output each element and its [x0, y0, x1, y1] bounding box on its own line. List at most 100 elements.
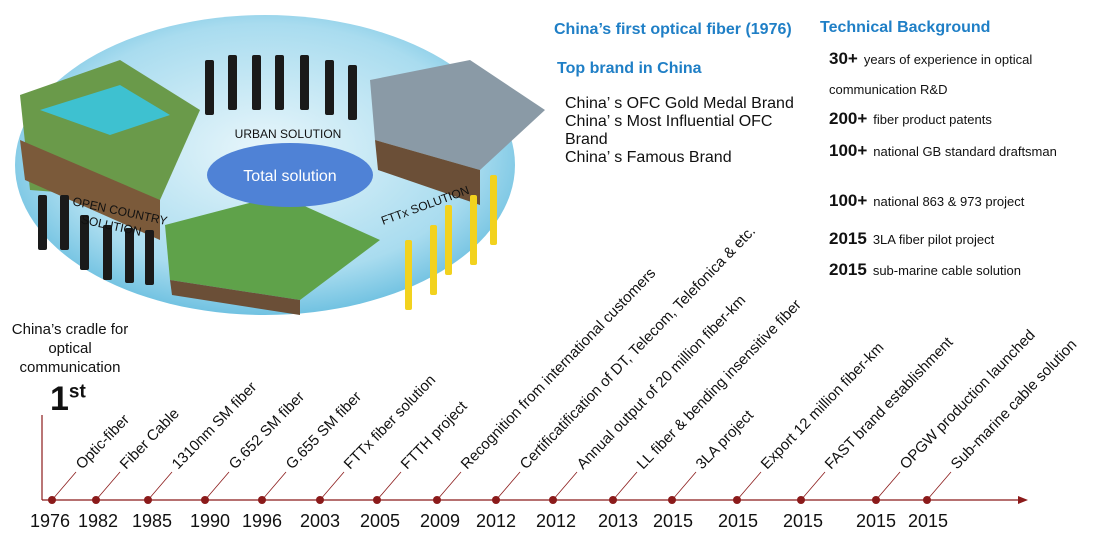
lake — [40, 85, 170, 135]
timeline-dot — [144, 496, 152, 504]
year-label: 2015 — [908, 511, 948, 531]
leader-line — [147, 471, 173, 501]
technical-lead: 30+ — [829, 49, 858, 68]
axis-arrow — [1018, 496, 1028, 504]
year-label: 2009 — [420, 511, 460, 531]
technical-text: national GB standard draftsman — [873, 144, 1057, 159]
event-label: FAST brand establishment — [822, 333, 957, 472]
urban-label: URBAN SOLUTION — [235, 127, 342, 141]
year-label: 2013 — [598, 511, 638, 531]
timeline-dot — [923, 496, 931, 504]
timeline-dot — [549, 496, 557, 504]
timeline-dot — [92, 496, 100, 504]
leader-line — [671, 471, 697, 501]
land-urban — [370, 60, 545, 170]
cable — [430, 225, 437, 295]
technical-item: 30+ years of experience in optical commun… — [829, 44, 1089, 105]
timeline-dot — [433, 496, 441, 504]
leader-line — [51, 471, 77, 501]
year-label: 2012 — [536, 511, 576, 531]
cable — [145, 230, 154, 285]
cables — [38, 55, 497, 310]
technical-lead: 100+ — [829, 191, 868, 210]
year-label: 1990 — [190, 511, 230, 531]
timeline-dot — [872, 496, 880, 504]
year-label: 1976 — [30, 511, 70, 531]
cable — [228, 55, 237, 110]
leader-line — [926, 471, 952, 501]
cable — [405, 240, 412, 310]
brand-list: China’ s OFC Gold Medal Brand China’ s M… — [565, 95, 805, 167]
technical-lead: 100+ — [829, 141, 868, 160]
cable — [252, 55, 261, 110]
leader-line — [736, 471, 762, 501]
timeline-dot — [258, 496, 266, 504]
timeline-dot — [373, 496, 381, 504]
cable — [125, 228, 134, 283]
technical-lead: 2015 — [829, 260, 867, 279]
cable — [348, 65, 357, 120]
rank-number: 1 — [50, 380, 69, 418]
technical-lead: 200+ — [829, 109, 868, 128]
brand-item: China’ s Most Influential OFC Brand — [565, 113, 773, 148]
timeline-dot — [201, 496, 209, 504]
technical-item: 2015 3LA fiber pilot project — [829, 224, 1089, 255]
leader-line — [204, 471, 230, 501]
leader-line — [552, 471, 578, 501]
technical-text: national 863 & 973 project — [873, 194, 1025, 209]
technical-lead: 2015 — [829, 229, 867, 248]
leader-line — [800, 471, 826, 501]
technical-text: fiber product patents — [873, 112, 992, 127]
year-label: 2015 — [856, 511, 896, 531]
center-ellipse — [207, 143, 373, 207]
technical-text: sub-marine cable solution — [872, 263, 1021, 278]
technical-title: Technical Background — [820, 19, 991, 36]
technical-item: 2015 sub-marine cable solution — [829, 255, 1089, 286]
cable — [275, 55, 284, 110]
year-label: 2015 — [718, 511, 758, 531]
year-label: 2005 — [360, 511, 400, 531]
leader-line — [436, 471, 462, 501]
cable — [325, 60, 334, 115]
timeline-dot — [733, 496, 741, 504]
year-label: 2012 — [476, 511, 516, 531]
event-label: 3LA project — [693, 406, 758, 472]
technical-item: 100+ national GB standard draftsman — [829, 136, 1089, 167]
leader-line — [612, 471, 638, 501]
soil — [375, 140, 480, 205]
cable — [470, 195, 477, 265]
brand-item: China’ s Famous Brand — [565, 149, 732, 166]
technical-text: 3LA fiber pilot project — [872, 232, 995, 247]
top-brand-title: Top brand in China — [557, 60, 702, 77]
year-label: 1996 — [242, 511, 282, 531]
timeline-dot — [48, 496, 56, 504]
cable — [60, 195, 69, 250]
rank-suffix: st — [68, 381, 86, 403]
brand-item: China’ s OFC Gold Medal Brand — [565, 95, 794, 112]
land-fttx — [165, 195, 380, 300]
center-label: Total solution — [243, 168, 336, 185]
cable — [80, 215, 89, 270]
leader-line — [875, 471, 901, 501]
leader-line — [319, 471, 345, 501]
leader-line — [95, 471, 121, 501]
cable — [445, 205, 452, 275]
leader-line — [495, 471, 521, 501]
year-label: 1985 — [132, 511, 172, 531]
event-label: Export 12 million fiber-km — [758, 339, 888, 473]
cable — [300, 55, 309, 110]
cable — [490, 175, 497, 245]
timeline-dot — [316, 496, 324, 504]
first-fiber: China’s first optical fiber (1976) — [554, 21, 792, 38]
timeline-dot — [668, 496, 676, 504]
technical-text: years of experience in optical communica… — [829, 52, 1033, 97]
year-label: 2015 — [783, 511, 823, 531]
soil — [170, 280, 300, 315]
year-label: 1982 — [78, 511, 118, 531]
timeline-dot — [609, 496, 617, 504]
timeline-dot — [797, 496, 805, 504]
year-label: 2003 — [300, 511, 340, 531]
cable — [103, 225, 112, 280]
